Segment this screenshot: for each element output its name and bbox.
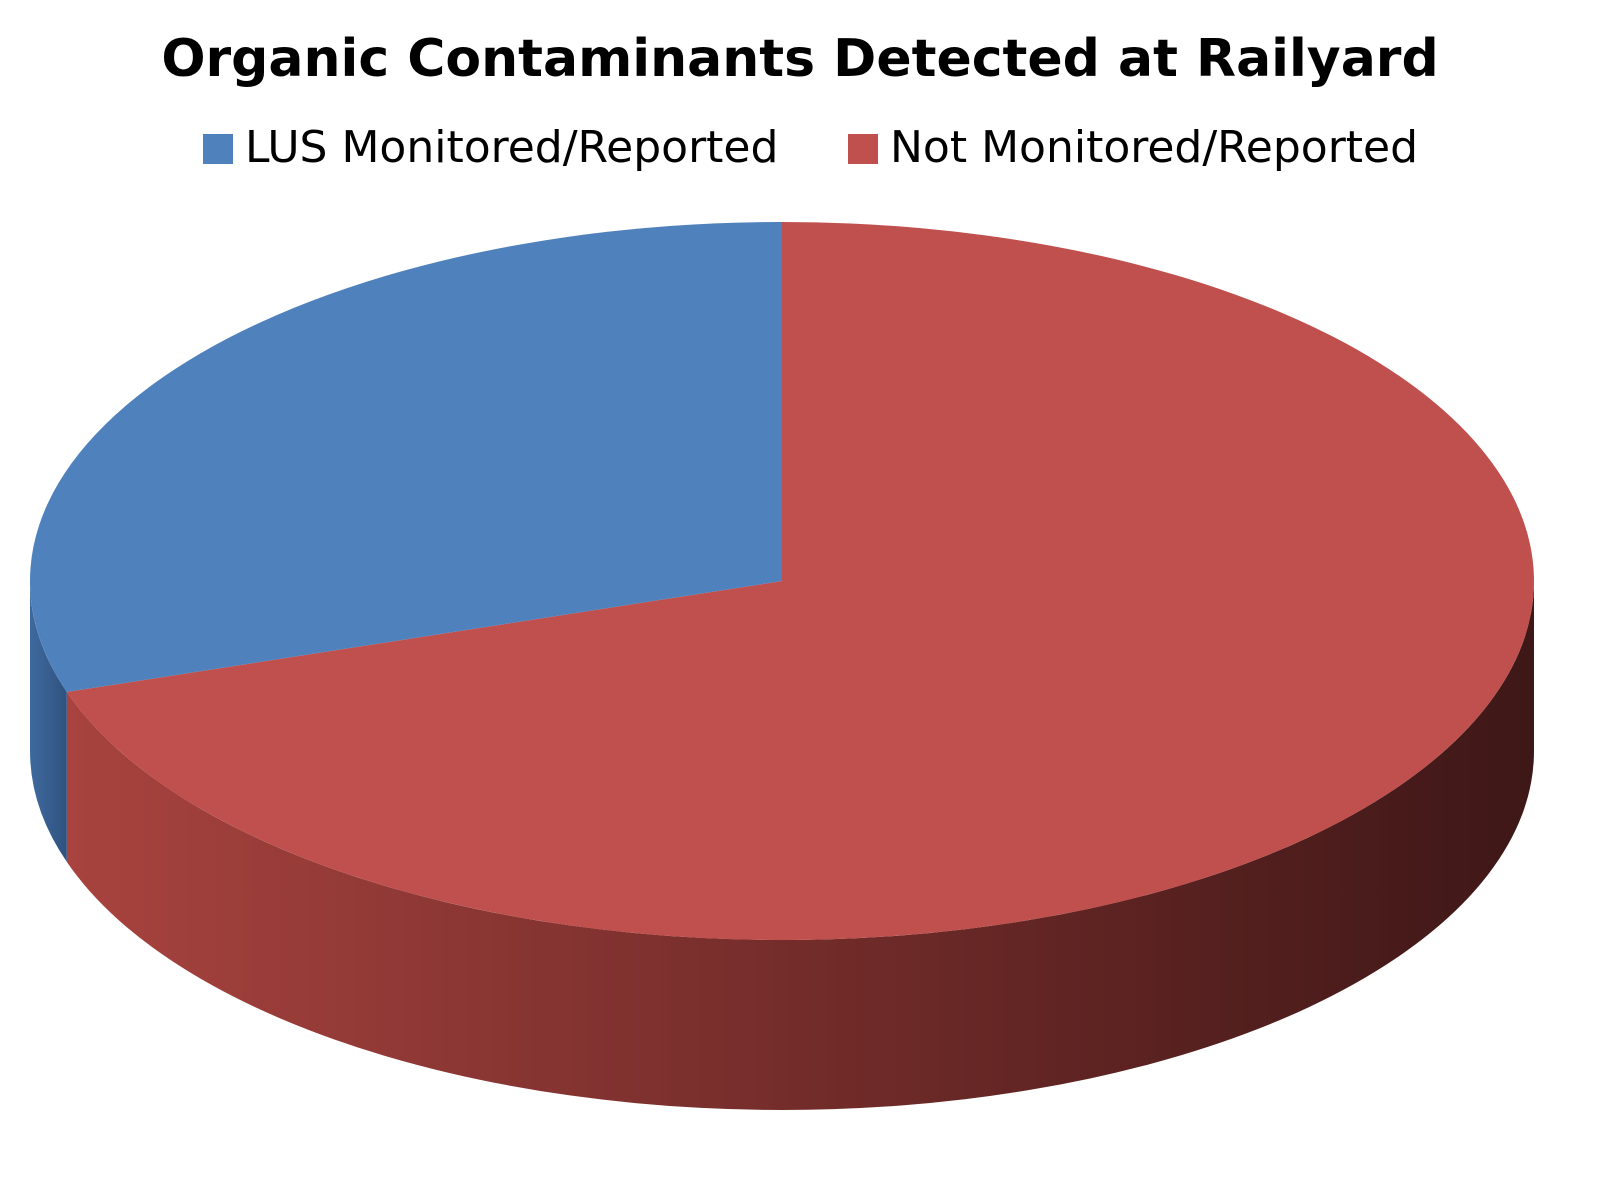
pie-top xyxy=(29,222,1534,940)
pie-slice xyxy=(66,222,1534,940)
pie-sides xyxy=(30,581,1534,1110)
pie-side xyxy=(30,581,67,862)
legend-label: Not Monitored/Reported xyxy=(890,122,1418,173)
legend-swatch xyxy=(203,134,233,164)
legend: LUS Monitored/Reported Not Monitored/Repo… xyxy=(203,122,1418,173)
legend-label: LUS Monitored/Reported xyxy=(245,122,778,173)
chart-title: Organic Contaminants Detected at Railyar… xyxy=(161,29,1438,89)
pie-side xyxy=(66,581,1534,1110)
pie-slice xyxy=(29,222,783,692)
legend-swatch xyxy=(848,134,878,164)
